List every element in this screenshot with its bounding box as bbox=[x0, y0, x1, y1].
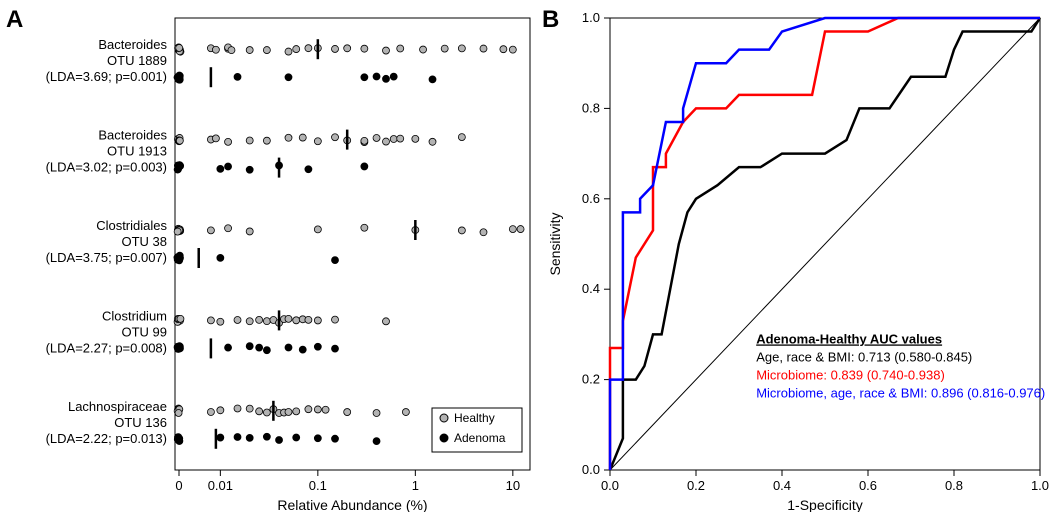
svg-text:(LDA=3.02; p=0.003): (LDA=3.02; p=0.003) bbox=[46, 160, 167, 175]
svg-text:Lachnospiraceae: Lachnospiraceae bbox=[68, 399, 167, 414]
svg-text:Healthy: Healthy bbox=[454, 411, 495, 425]
svg-text:Age, race & BMI: 0.713 (0.580-: Age, race & BMI: 0.713 (0.580-0.845) bbox=[756, 349, 972, 364]
svg-text:0.4: 0.4 bbox=[773, 478, 791, 493]
svg-text:0.4: 0.4 bbox=[582, 281, 600, 296]
svg-text:0.01: 0.01 bbox=[208, 478, 233, 493]
svg-text:0.1: 0.1 bbox=[309, 478, 327, 493]
svg-text:0.0: 0.0 bbox=[582, 462, 600, 477]
panel-b-svg: 0.00.0 0.2 0.2 0.4 0.4 0.6 0.6 0.8 0.8 1.0 1.0 1-Sp… bbox=[540, 0, 1050, 512]
svg-text:0.0: 0.0 bbox=[601, 478, 619, 493]
svg-text:(LDA=3.75; p=0.007): (LDA=3.75; p=0.007) bbox=[46, 250, 167, 265]
svg-text:0.8: 0.8 bbox=[582, 100, 600, 115]
panel-a-label: A bbox=[6, 6, 23, 34]
svg-text:1.0: 1.0 bbox=[582, 10, 600, 25]
svg-text:OTU 136: OTU 136 bbox=[114, 415, 167, 430]
svg-text:Clostridium: Clostridium bbox=[102, 308, 167, 323]
svg-text:Adenoma-Healthy AUC values: Adenoma-Healthy AUC values bbox=[756, 331, 942, 346]
svg-text:Microbiome: 0.839 (0.740-0.938: Microbiome: 0.839 (0.740-0.938) bbox=[756, 367, 945, 382]
panel-b: B 0.00.0 0.2 0.2 0.4 0.4 0.6 0.6 0.8 0.8 1.0 1.0 1-… bbox=[540, 0, 1050, 512]
svg-text:Adenoma: Adenoma bbox=[454, 431, 506, 445]
svg-text:OTU 1889: OTU 1889 bbox=[107, 53, 167, 68]
panel-a: A 0 0.01 0.1 1 10 Relative Abundance (%) Bacte… bbox=[0, 0, 540, 512]
svg-text:(LDA=2.27; p=0.008): (LDA=2.27; p=0.008) bbox=[46, 340, 167, 355]
panel-a-svg: 0 0.01 0.1 1 10 Relative Abundance (%) Bactero… bbox=[0, 0, 540, 512]
svg-text:OTU 38: OTU 38 bbox=[121, 234, 167, 249]
svg-text:Relative Abundance (%): Relative Abundance (%) bbox=[277, 497, 427, 512]
svg-text:1: 1 bbox=[412, 478, 419, 493]
svg-text:OTU 1913: OTU 1913 bbox=[107, 144, 167, 159]
svg-text:Microbiome, age, race & BMI: 0: Microbiome, age, race & BMI: 0.896 (0.81… bbox=[756, 385, 1045, 400]
svg-text:0.8: 0.8 bbox=[945, 478, 963, 493]
svg-text:10: 10 bbox=[506, 478, 520, 493]
svg-text:0.2: 0.2 bbox=[687, 478, 705, 493]
svg-text:Clostridiales: Clostridiales bbox=[96, 218, 167, 233]
svg-text:Sensitivity: Sensitivity bbox=[547, 212, 563, 275]
svg-text:0.2: 0.2 bbox=[582, 372, 600, 387]
panel-b-label: B bbox=[542, 6, 559, 34]
svg-text:0.6: 0.6 bbox=[582, 191, 600, 206]
figure: A 0 0.01 0.1 1 10 Relative Abundance (%) Bacte… bbox=[0, 0, 1050, 512]
svg-text:Bacteroides: Bacteroides bbox=[98, 128, 167, 143]
svg-text:1-Specificity: 1-Specificity bbox=[787, 497, 862, 512]
svg-text:OTU 99: OTU 99 bbox=[121, 324, 167, 339]
svg-text:0.6: 0.6 bbox=[859, 478, 877, 493]
svg-text:Bacteroides: Bacteroides bbox=[98, 37, 167, 52]
svg-text:(LDA=2.22; p=0.013): (LDA=2.22; p=0.013) bbox=[46, 431, 167, 446]
svg-text:(LDA=3.69; p=0.001): (LDA=3.69; p=0.001) bbox=[46, 69, 167, 84]
svg-text:1.0: 1.0 bbox=[1031, 478, 1049, 493]
svg-text:0: 0 bbox=[175, 478, 182, 493]
